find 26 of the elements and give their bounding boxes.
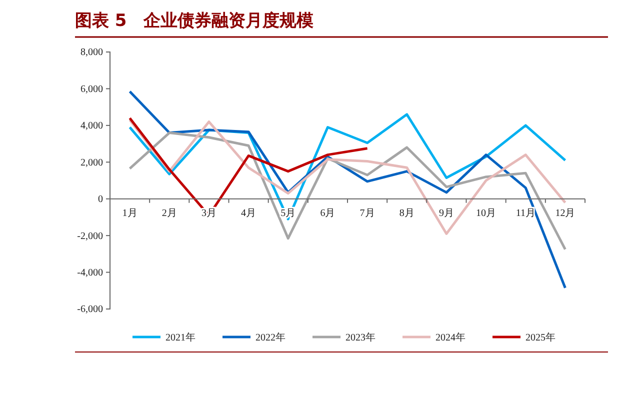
x-tick-label: 6月 [320, 208, 336, 219]
x-tick-label: 10月 [476, 208, 496, 219]
y-tick-label: 4,000 [80, 120, 103, 132]
y-tick-label: 2,000 [80, 157, 103, 168]
legend-label: 2024年 [436, 332, 466, 344]
y-tick-label: 8,000 [80, 47, 103, 58]
x-tick-label: 9月 [438, 208, 454, 219]
x-tick-label: 2月 [162, 208, 177, 219]
legend-label: 2025年 [526, 332, 556, 344]
x-tick-label: 12月 [555, 208, 576, 219]
y-tick-label: 0 [98, 194, 103, 206]
line-series [128, 118, 566, 235]
x-tick-label: 8月 [399, 208, 414, 219]
chart-title: 图表 5 企业债券融资月度规模 [75, 11, 314, 31]
line-series [128, 132, 566, 251]
x-tick-label: 4月 [241, 208, 256, 219]
y-tick-label: -4,000 [77, 267, 103, 278]
legend-label: 2022年 [256, 332, 286, 344]
x-tick-label: 1月 [122, 208, 138, 219]
x-tick-label: 11月 [516, 208, 536, 219]
y-tick-label: -2,000 [77, 230, 103, 242]
legend-label: 2023年 [346, 332, 376, 344]
y-tick-label: -6,000 [77, 304, 103, 316]
x-tick-label: 7月 [360, 208, 375, 219]
y-tick-label: 6,000 [80, 84, 103, 95]
legend-label: 2021年 [166, 332, 196, 344]
